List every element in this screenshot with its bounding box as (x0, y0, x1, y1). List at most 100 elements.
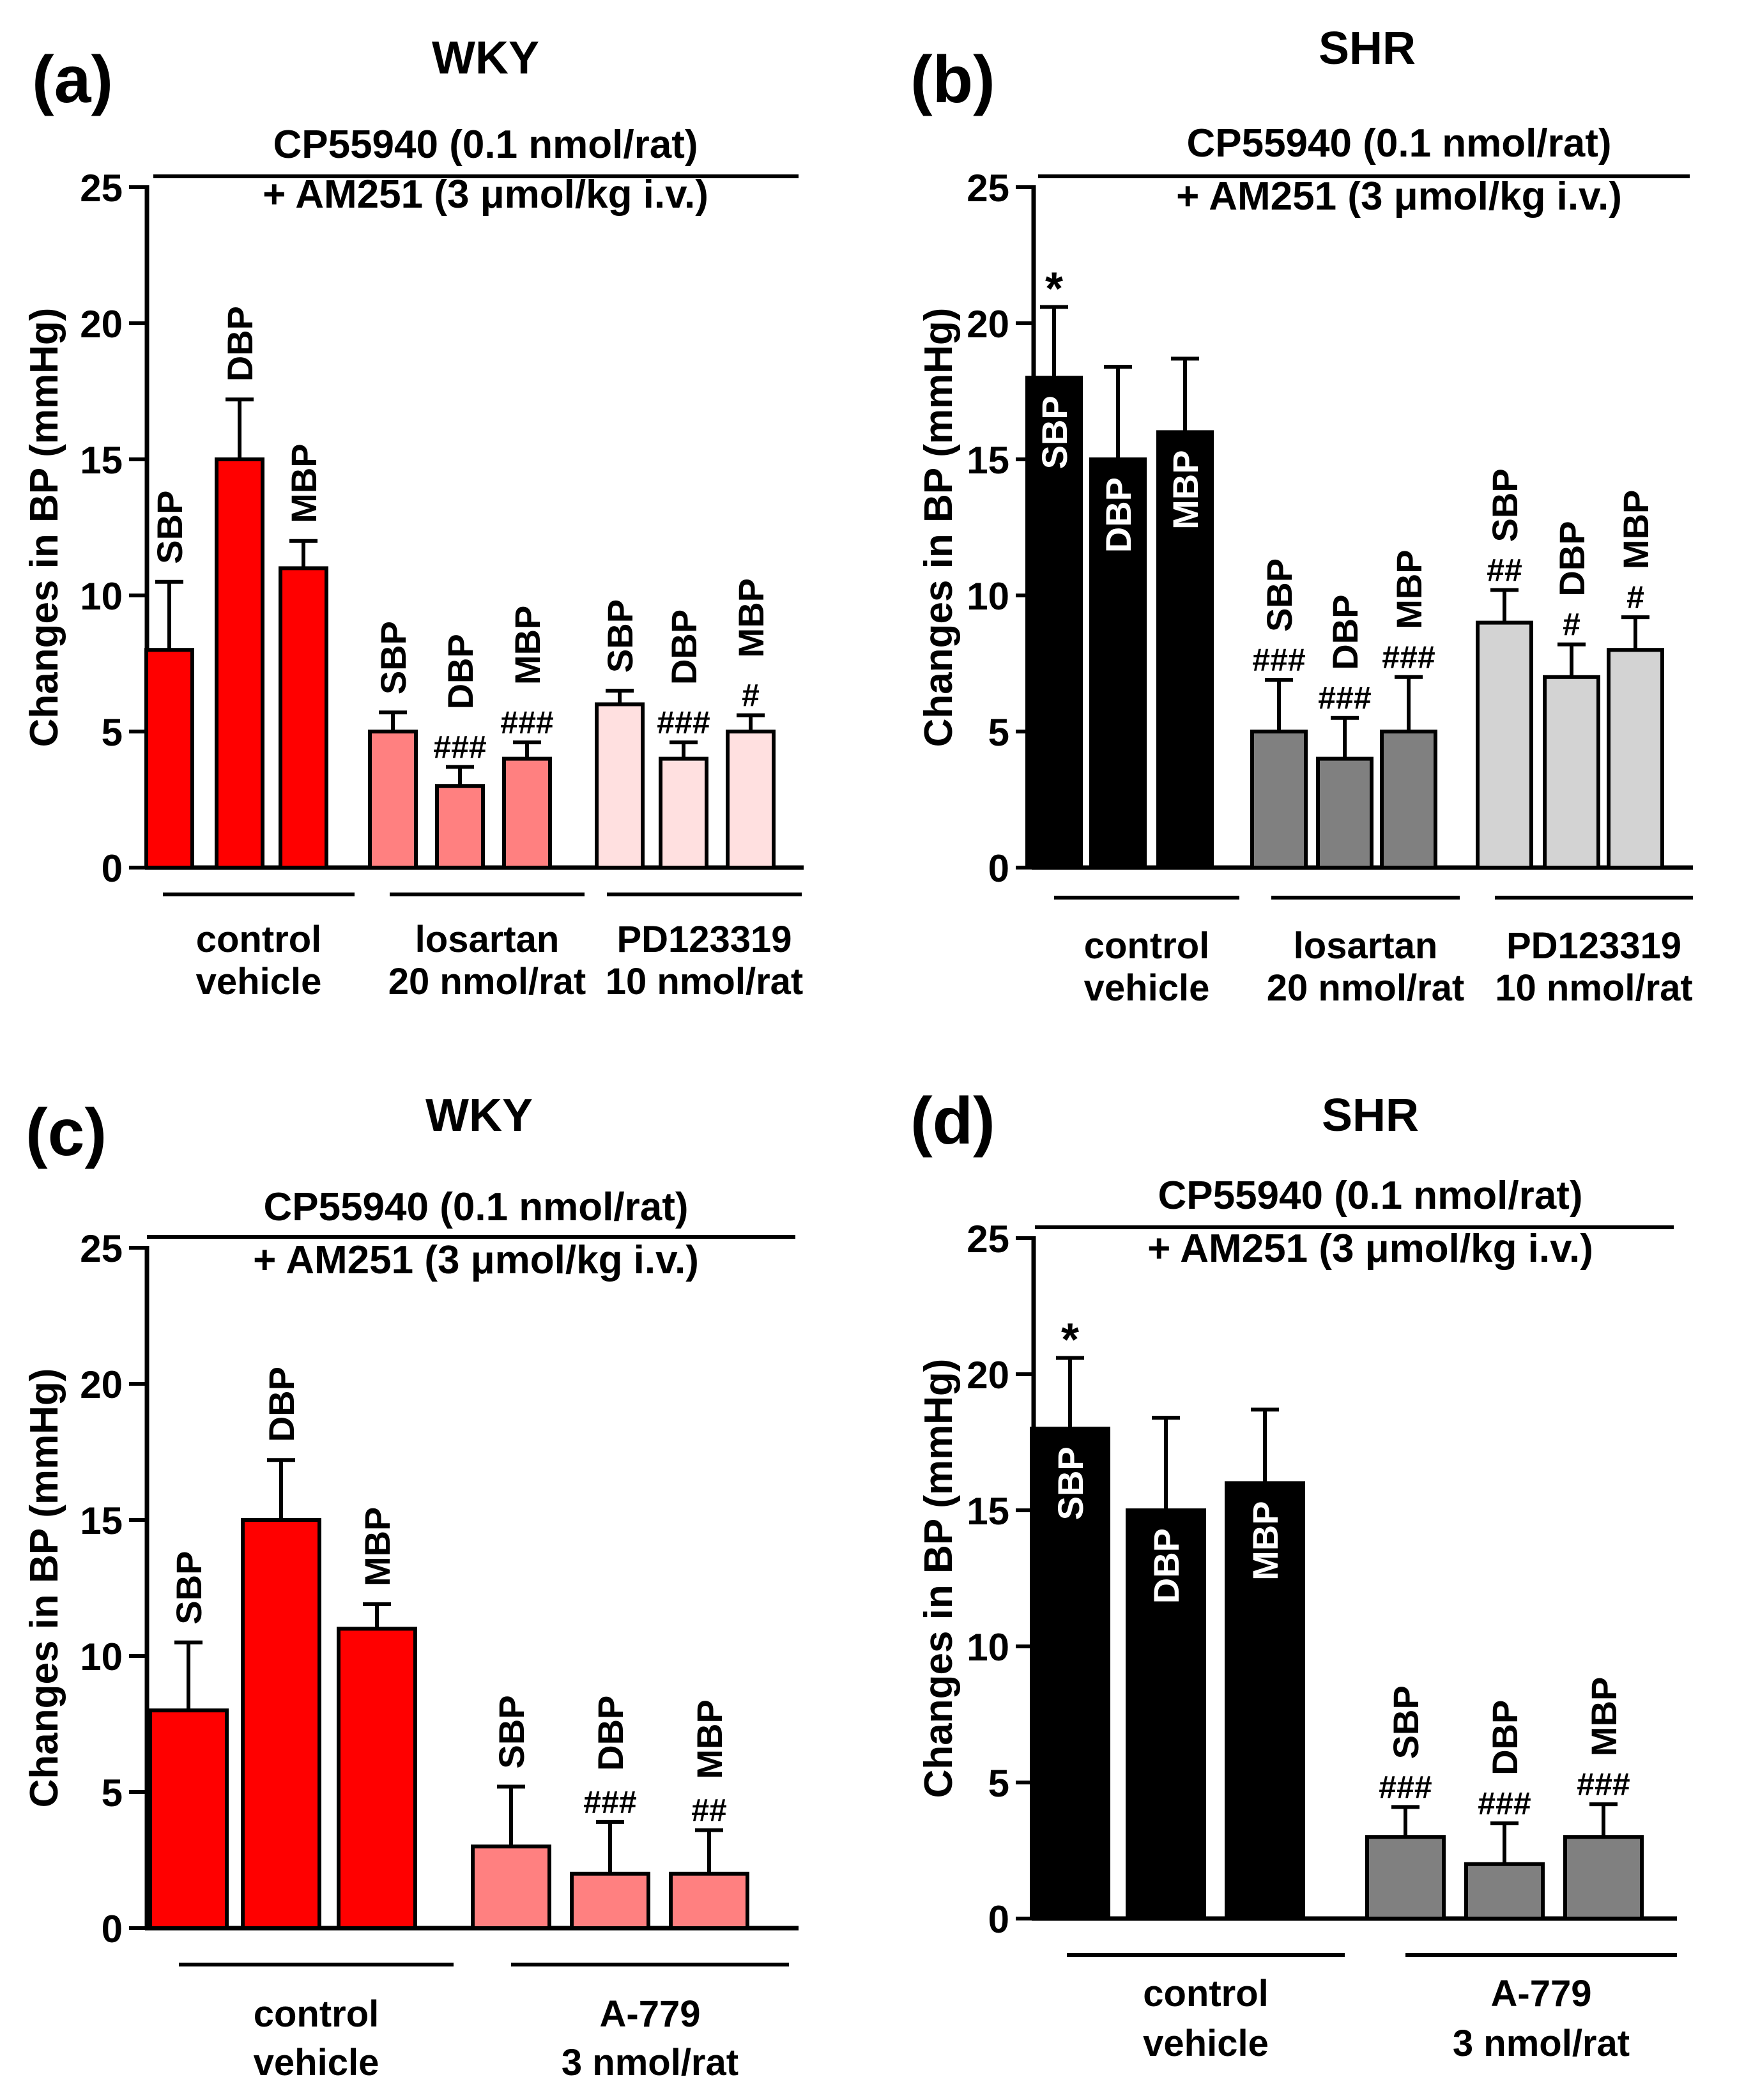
bar-sbp (144, 648, 194, 870)
significance-marker: ### (1379, 1769, 1432, 1805)
significance-marker: ### (1252, 642, 1305, 678)
series-label: SBP (1485, 468, 1525, 542)
y-tick-label: 15 (80, 439, 123, 482)
significance-marker: # (1563, 607, 1580, 643)
panel-label: (b) (910, 43, 995, 117)
y-tick-label: 0 (102, 1908, 123, 1951)
significance-marker: ## (1487, 552, 1522, 588)
bar-dbp (435, 784, 485, 870)
series-label: SBP (1259, 558, 1299, 632)
panel-label: (a) (32, 43, 113, 117)
group-label-2: vehicle (196, 961, 322, 1002)
y-axis-label: Changes in BP (mmHg) (22, 308, 66, 747)
group-label-1: control (1084, 925, 1210, 967)
bar-dbp (1316, 756, 1374, 870)
y-tick-label: 10 (80, 1636, 123, 1678)
panel-label: (d) (910, 1084, 995, 1158)
treatment-line2: + AM251 (3 μmol/kg i.v.) (253, 1238, 699, 1282)
treatment-line1: CP55940 (0.1 nmol/rat) (1158, 1174, 1582, 1218)
significance-marker: ### (583, 1784, 636, 1820)
series-label: MBP (284, 443, 324, 523)
y-tick-label: 10 (967, 575, 1009, 618)
significance-marker: ## (691, 1793, 727, 1828)
significance-marker: ### (433, 729, 486, 765)
y-tick-label: 15 (967, 439, 1009, 482)
series-label: DBP (664, 609, 704, 685)
significance-marker: ### (1382, 640, 1435, 675)
series-label: DBP (220, 306, 260, 381)
series-label: DBP (1098, 477, 1138, 553)
treatment-line2: + AM251 (3 μmol/kg i.v.) (263, 172, 708, 217)
series-label: DBP (1485, 1700, 1525, 1775)
group-label-2: 3 nmol/rat (1453, 2023, 1630, 2064)
y-tick-label: 5 (102, 711, 123, 754)
series-label: MBP (1165, 450, 1205, 529)
series-label: MBP (1245, 1501, 1285, 1580)
y-axis-label: Changes in BP (mmHg) (22, 1368, 66, 1808)
group-label-2: 10 nmol/rat (606, 961, 803, 1002)
significance-marker: * (1061, 1314, 1079, 1365)
bar-dbp (1126, 1508, 1206, 1920)
group-label-1: losartan (1294, 925, 1438, 967)
significance-marker: ### (1318, 680, 1371, 716)
group-label-1: A-779 (600, 1993, 701, 2035)
bar-mbp (726, 730, 776, 870)
y-tick-label: 20 (967, 303, 1009, 346)
bar-sbp (1476, 620, 1533, 870)
series-label: SBP (169, 1551, 209, 1625)
panel-title: SHR (1319, 23, 1416, 74)
series-label: MBP (731, 578, 771, 657)
bar-dbp (1543, 675, 1600, 870)
group-label-2: 10 nmol/rat (1495, 967, 1692, 1009)
significance-marker: ### (1577, 1767, 1630, 1802)
group-label-2: vehicle (1143, 2023, 1269, 2064)
series-label: MBP (1584, 1677, 1624, 1756)
significance-marker: ### (500, 705, 553, 740)
group-label-2: vehicle (254, 2042, 379, 2083)
group-label-2: vehicle (1084, 967, 1210, 1009)
bar-dbp (570, 1871, 650, 1931)
group-label-2: 3 nmol/rat (562, 2042, 738, 2083)
y-tick-label: 0 (988, 1898, 1009, 1941)
y-tick-label: 0 (102, 847, 123, 890)
bar-sbp (1025, 376, 1083, 870)
bar-dbp (1464, 1862, 1545, 1921)
panel-title: WKY (432, 33, 539, 84)
bar-sbp (471, 1844, 551, 1930)
series-label: MBP (689, 1699, 730, 1779)
series-label: DBP (1325, 594, 1365, 670)
y-tick-label: 20 (80, 303, 123, 346)
y-tick-label: 5 (988, 711, 1009, 754)
bar-sbp (368, 730, 418, 870)
treatment-line1: CP55940 (0.1 nmol/rat) (263, 1185, 688, 1229)
y-tick-label: 15 (967, 1490, 1009, 1533)
bar-dbp (215, 457, 264, 870)
bar-sbp (595, 702, 645, 870)
series-label: DBP (1552, 521, 1592, 596)
y-tick-label: 20 (967, 1354, 1009, 1397)
series-label: SBP (149, 491, 190, 564)
series-label: DBP (1146, 1528, 1186, 1604)
panel-title: WKY (425, 1090, 533, 1141)
y-tick-label: 25 (967, 1218, 1009, 1261)
y-tick-label: 5 (102, 1772, 123, 1814)
treatment-line1: CP55940 (0.1 nmol/rat) (273, 123, 698, 167)
y-tick-label: 10 (80, 575, 123, 618)
significance-marker: ### (657, 705, 710, 740)
series-label: DBP (590, 1696, 631, 1771)
bar-mbp (502, 756, 552, 870)
group-label-1: losartan (415, 919, 560, 960)
treatment-line2: + AM251 (3 μmol/kg i.v.) (1176, 174, 1622, 218)
y-tick-label: 25 (80, 1227, 123, 1270)
series-label: SBP (600, 599, 640, 673)
significance-marker: # (742, 677, 760, 713)
bar-dbp (241, 1518, 321, 1930)
bar-mbp (1563, 1835, 1644, 1920)
group-label-2: 20 nmol/rat (388, 961, 586, 1002)
bar-mbp (1607, 648, 1664, 870)
series-label: MBP (1616, 490, 1656, 569)
group-label-1: A-779 (1491, 1973, 1592, 2014)
treatment-line2: + AM251 (3 μmol/kg i.v.) (1147, 1227, 1593, 1271)
panel-label: (c) (26, 1096, 107, 1170)
